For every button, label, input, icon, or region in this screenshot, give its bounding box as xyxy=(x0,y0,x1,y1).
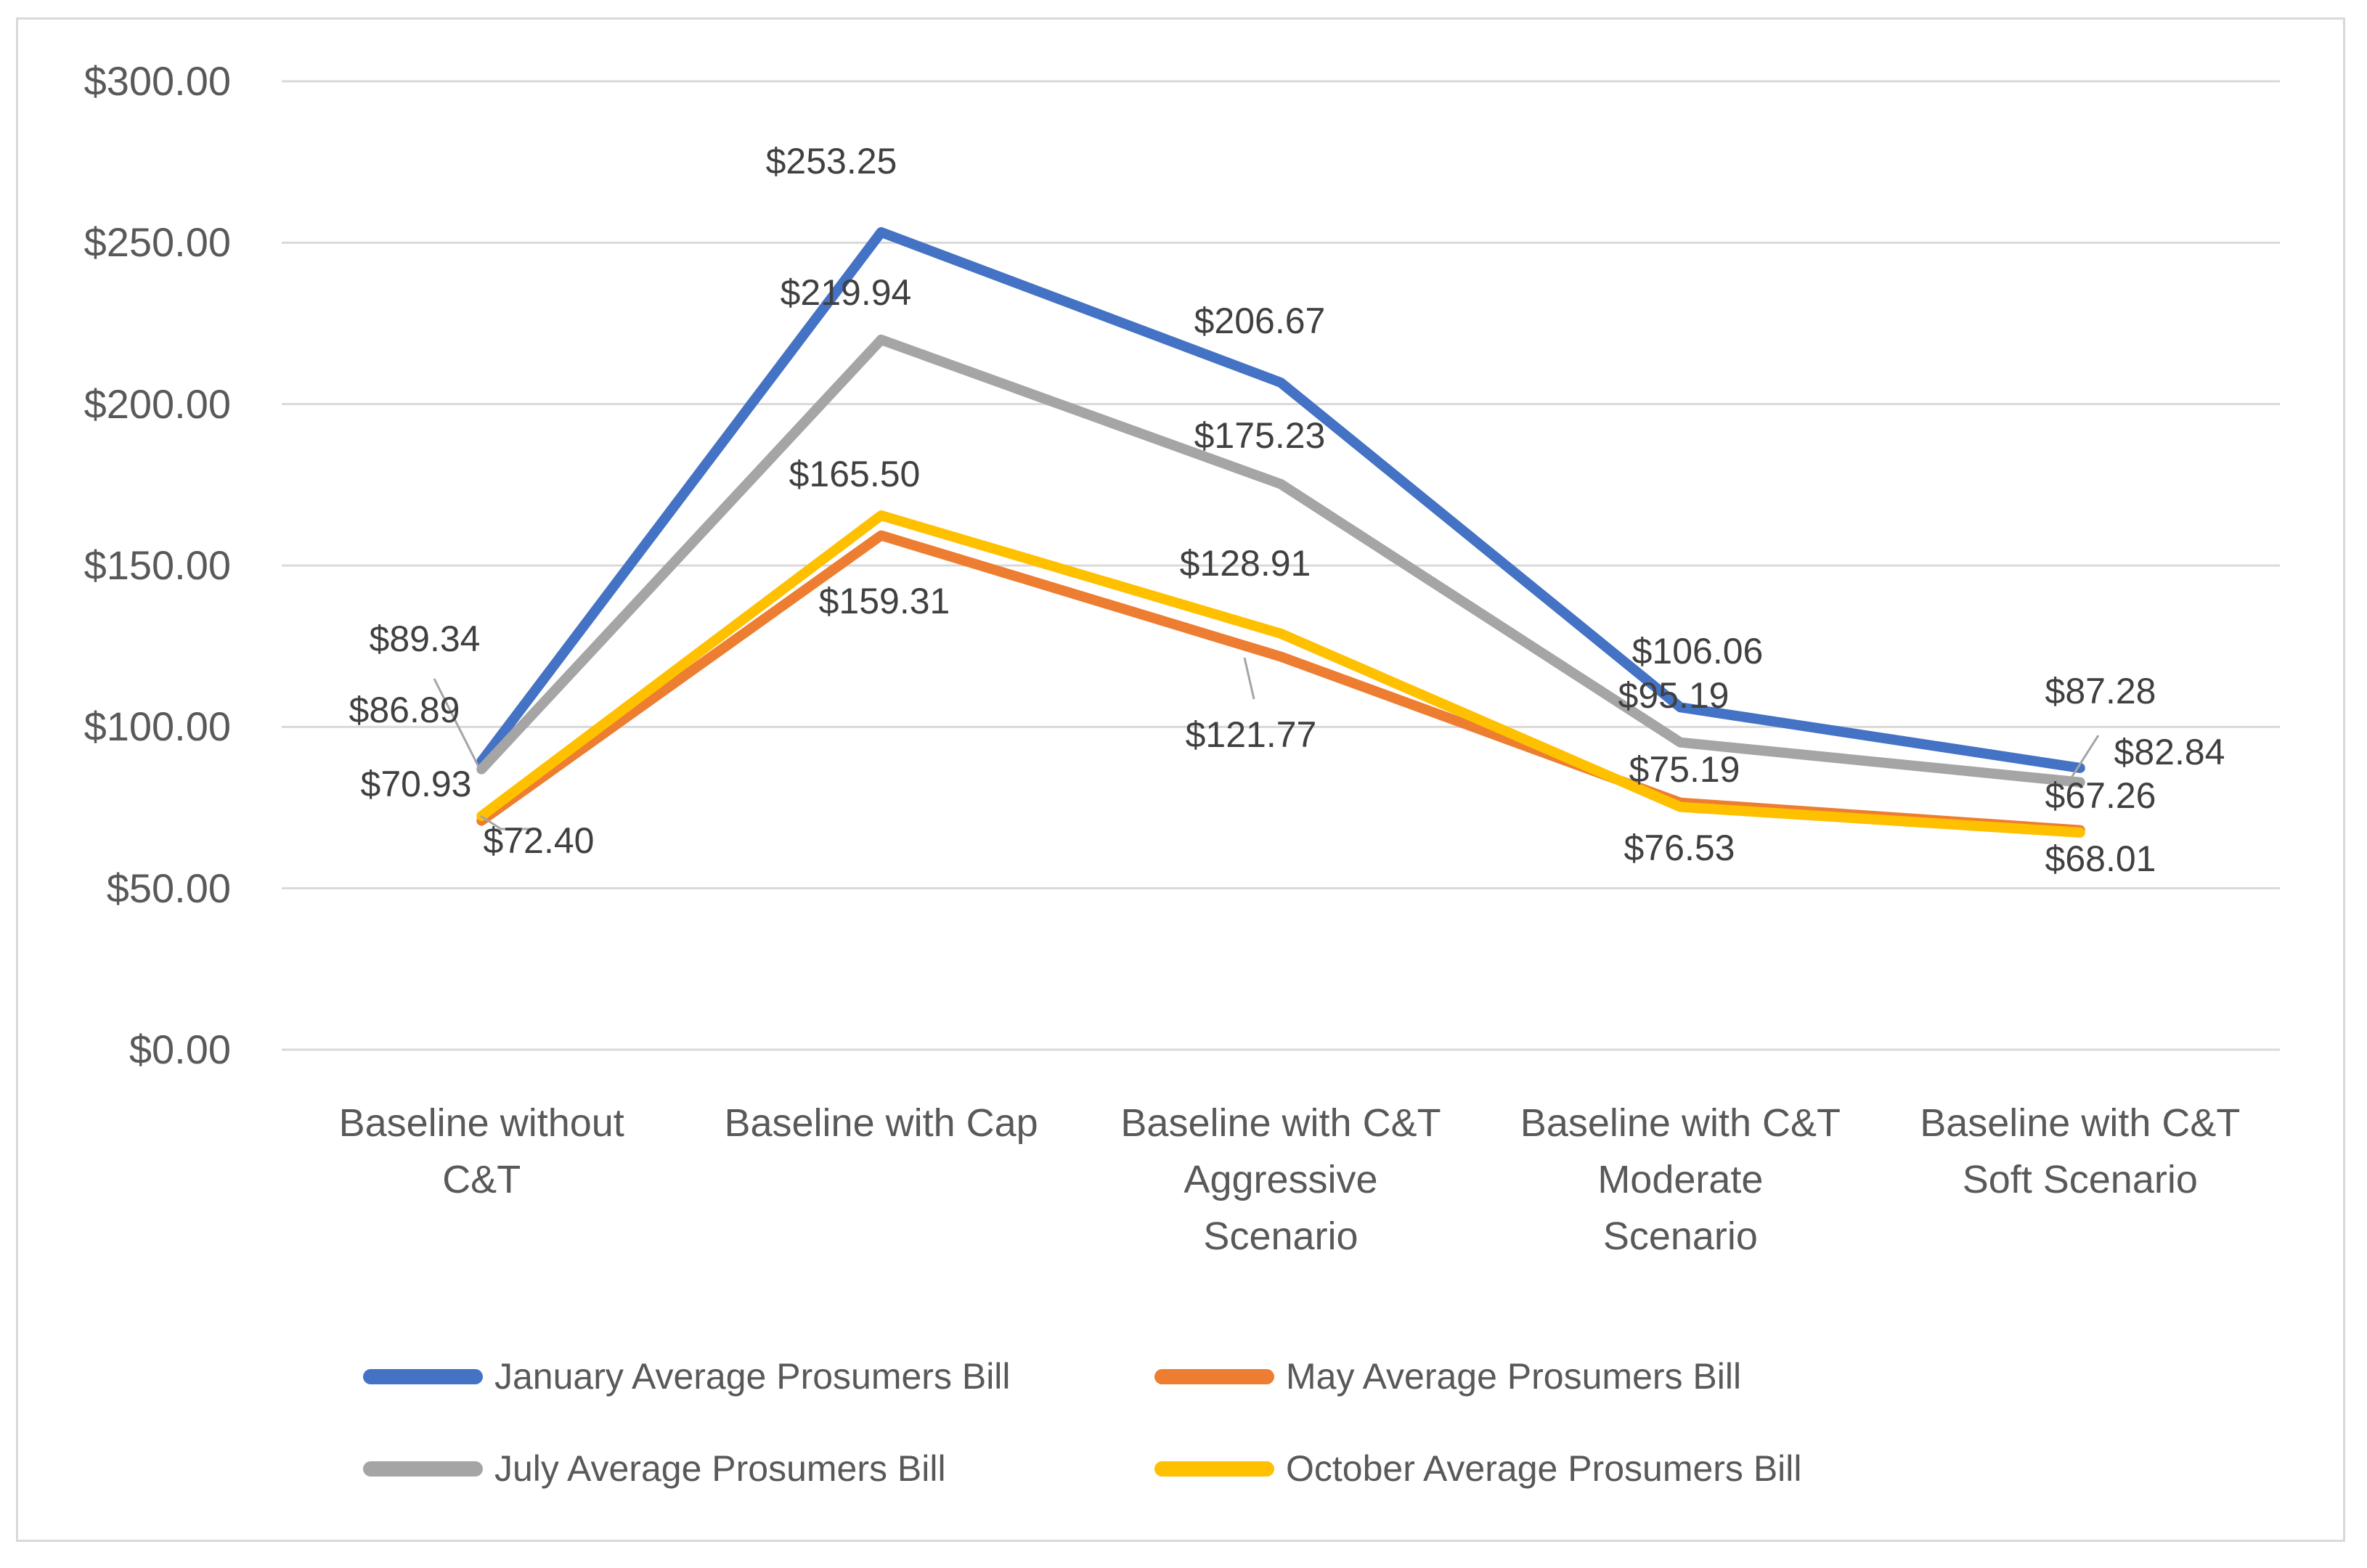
legend-label: January Average Prosumers Bill xyxy=(494,1356,1011,1397)
legend-label: May Average Prosumers Bill xyxy=(1286,1356,1742,1397)
category-label: Baseline with Cap xyxy=(724,1101,1038,1145)
data-label: $253.25 xyxy=(766,141,897,181)
y-axis-tick-label: $250.00 xyxy=(83,219,231,266)
data-label: $121.77 xyxy=(1186,714,1317,755)
data-label: $67.26 xyxy=(2045,775,2156,816)
data-label: $206.67 xyxy=(1194,301,1326,341)
legend-item-october: October Average Prosumers Bill xyxy=(1154,1447,1802,1490)
label-leader-line xyxy=(1243,657,1255,700)
category-label: Baseline with C&T Moderate Scenario xyxy=(1520,1101,1841,1258)
series-line-july xyxy=(476,335,2085,788)
data-label: $68.01 xyxy=(2045,838,2156,879)
may-series-swatch xyxy=(1154,1368,1274,1384)
data-label: $128.91 xyxy=(1180,543,1311,584)
data-label: $89.34 xyxy=(370,618,481,659)
data-label: $75.19 xyxy=(1629,749,1740,790)
data-label: $82.84 xyxy=(2114,732,2225,772)
data-label: $86.89 xyxy=(349,690,460,730)
legend-item-july: July Average Prosumers Bill xyxy=(363,1447,946,1490)
legend-label: October Average Prosumers Bill xyxy=(1286,1448,1802,1489)
label-leader-line xyxy=(2070,735,2100,778)
data-label: $72.40 xyxy=(484,820,595,861)
label-leader-line xyxy=(433,678,480,767)
category-label: Baseline without C&T xyxy=(338,1101,624,1201)
legend-label: July Average Prosumers Bill xyxy=(494,1448,946,1489)
y-axis-tick-label: $300.00 xyxy=(83,58,231,104)
y-axis-tick-label: $0.00 xyxy=(129,1026,231,1072)
series-line-october xyxy=(476,510,2085,838)
data-label: $76.53 xyxy=(1624,828,1735,868)
category-label: Baseline with C&T Soft Scenario xyxy=(1920,1101,2241,1201)
data-label: $106.06 xyxy=(1632,631,1764,671)
y-axis-tick-label: $150.00 xyxy=(83,542,231,588)
data-label: $175.23 xyxy=(1194,415,1326,456)
january-series-swatch xyxy=(363,1368,483,1384)
data-label: $159.31 xyxy=(819,581,950,621)
category-label: Baseline with C&T Aggressive Scenario xyxy=(1120,1101,1441,1258)
label-leader-line xyxy=(480,814,530,830)
data-label: $219.94 xyxy=(781,272,912,313)
legend-item-may: May Average Prosumers Bill xyxy=(1154,1355,1741,1398)
october-series-swatch xyxy=(1154,1461,1274,1477)
y-axis-tick-label: $50.00 xyxy=(106,865,231,911)
data-label: $87.28 xyxy=(2045,671,2156,711)
data-label: $70.93 xyxy=(361,764,472,804)
y-axis-tick-label: $100.00 xyxy=(83,703,231,750)
data-label: $95.19 xyxy=(1618,675,1730,716)
data-label: $165.50 xyxy=(789,454,921,494)
july-series-swatch xyxy=(363,1461,483,1477)
legend-item-january: January Average Prosumers Bill xyxy=(363,1355,1011,1398)
series-line-january xyxy=(476,226,2085,773)
y-axis-tick-label: $200.00 xyxy=(83,380,231,427)
